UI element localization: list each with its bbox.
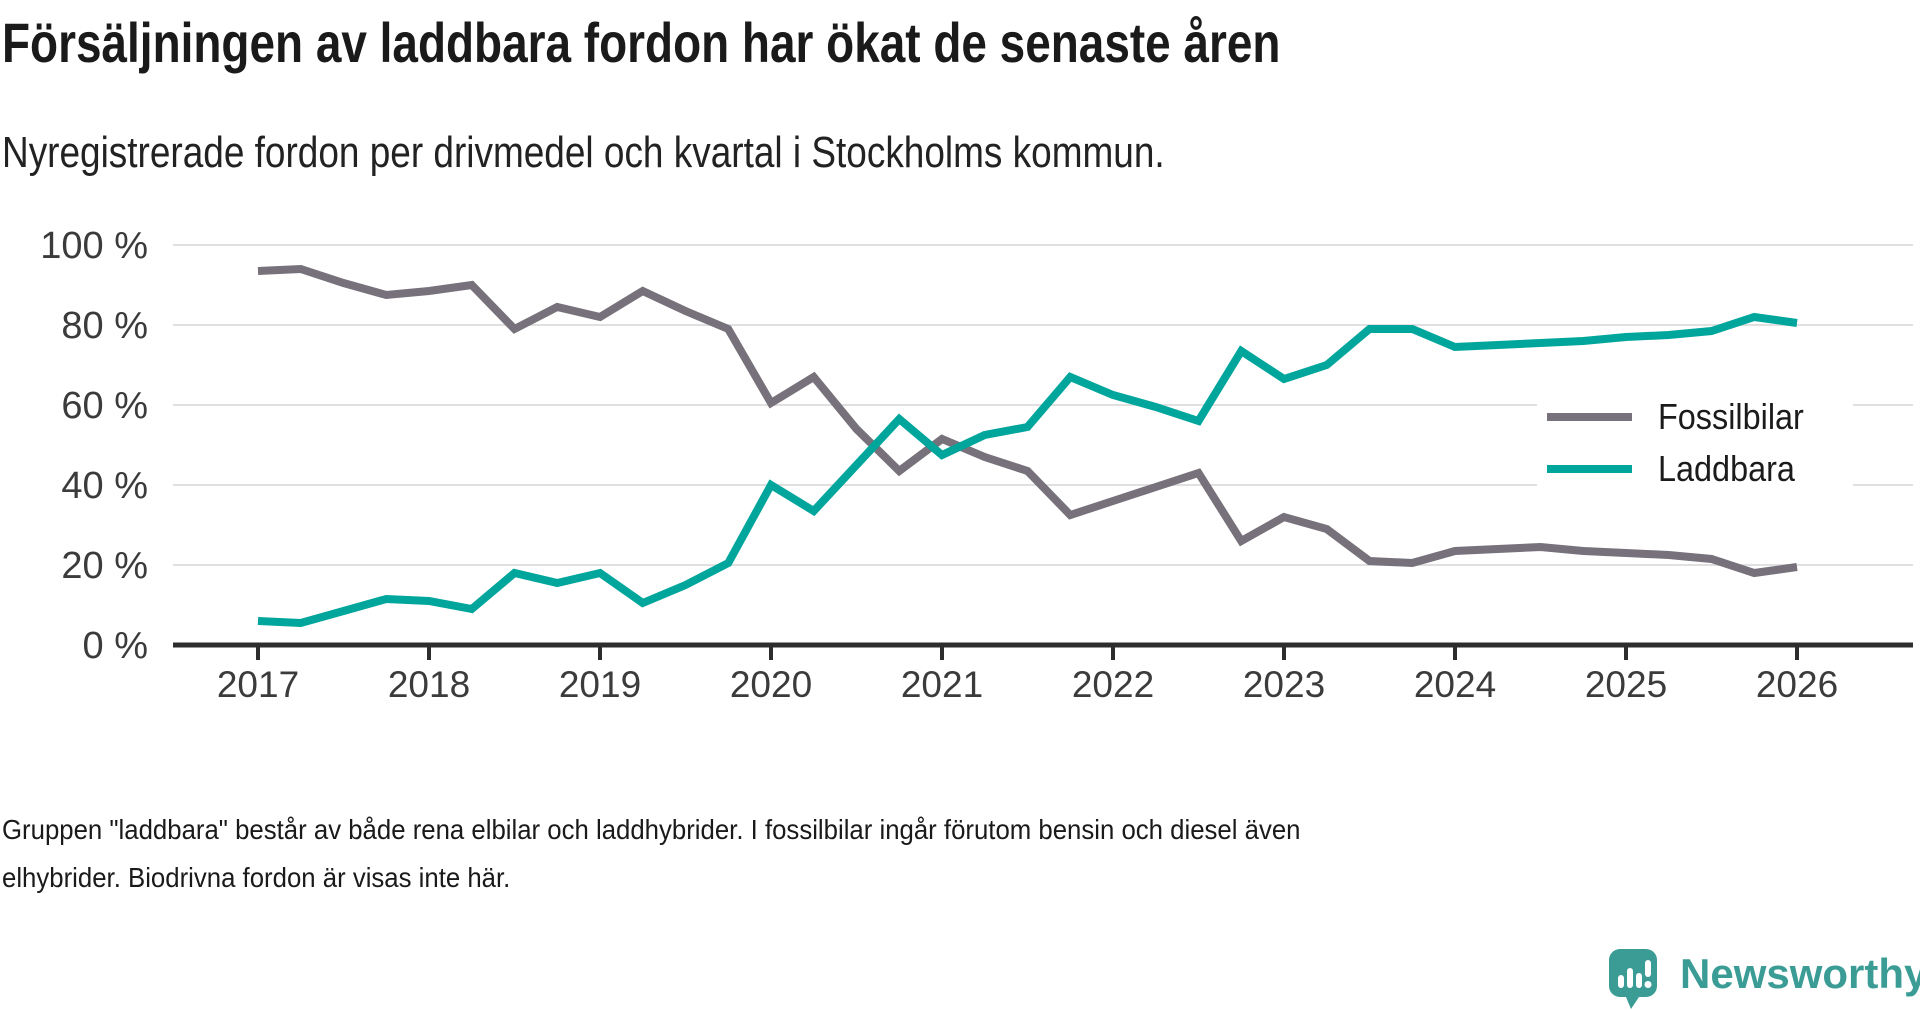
x-tick-label: 2017 [217,664,299,705]
y-axis-labels: 0 % 20 % 40 % 60 % 80 % 100 % [40,225,148,667]
y-tick-label: 40 % [61,465,148,507]
x-tick-label: 2020 [730,664,812,705]
footnote-line-1: Gruppen "laddbara" består av både rena e… [2,814,1301,845]
x-axis-ticks [256,647,1799,660]
chart-legend: Fossilbilar Laddbara [1537,392,1853,494]
x-tick-label: 2019 [559,664,641,705]
x-tick-label: 2024 [1414,664,1496,705]
legend-label: Fossilbilar [1658,396,1804,437]
fossilbilar-line [257,264,1798,578]
newsworthy-logo: Newsworthy [1608,948,1920,1010]
x-tick-label: 2025 [1585,664,1667,705]
y-tick-label: 0 % [83,625,148,667]
y-tick-label: 20 % [61,545,148,587]
footnote-line-2: elhybrider. Biodrivna fordon är visas in… [2,862,511,893]
x-tick-label: 2022 [1072,664,1154,705]
newsworthy-logo-icon [1609,949,1657,1009]
page-subtitle: Nyregistrerade fordon per drivmedel och … [2,128,1165,177]
legend-item-laddbara: Laddbara [1537,446,1853,492]
laddbara-swatch [1547,465,1632,473]
y-tick-label: 100 % [40,225,148,267]
legend-item-fossilbilar: Fossilbilar [1537,394,1853,440]
x-tick-label: 2026 [1756,664,1838,705]
x-tick-label: 2021 [901,664,983,705]
x-tick-label: 2018 [388,664,470,705]
newsworthy-logo-text: Newsworthy [1680,950,1920,997]
laddbara-line [257,312,1798,628]
y-tick-label: 60 % [61,385,148,427]
x-tick-label: 2023 [1243,664,1325,705]
footnote: Gruppen "laddbara" består av både rena e… [2,806,1300,902]
x-axis-labels: 2017 2018 2019 2020 2021 2022 2023 2024 2025 2026 [217,664,1838,705]
fossilbilar-swatch [1547,413,1632,421]
y-tick-label: 80 % [61,305,148,347]
legend-label: Laddbara [1658,448,1795,489]
page-title: Försäljningen av laddbara fordon har öka… [2,11,1281,74]
